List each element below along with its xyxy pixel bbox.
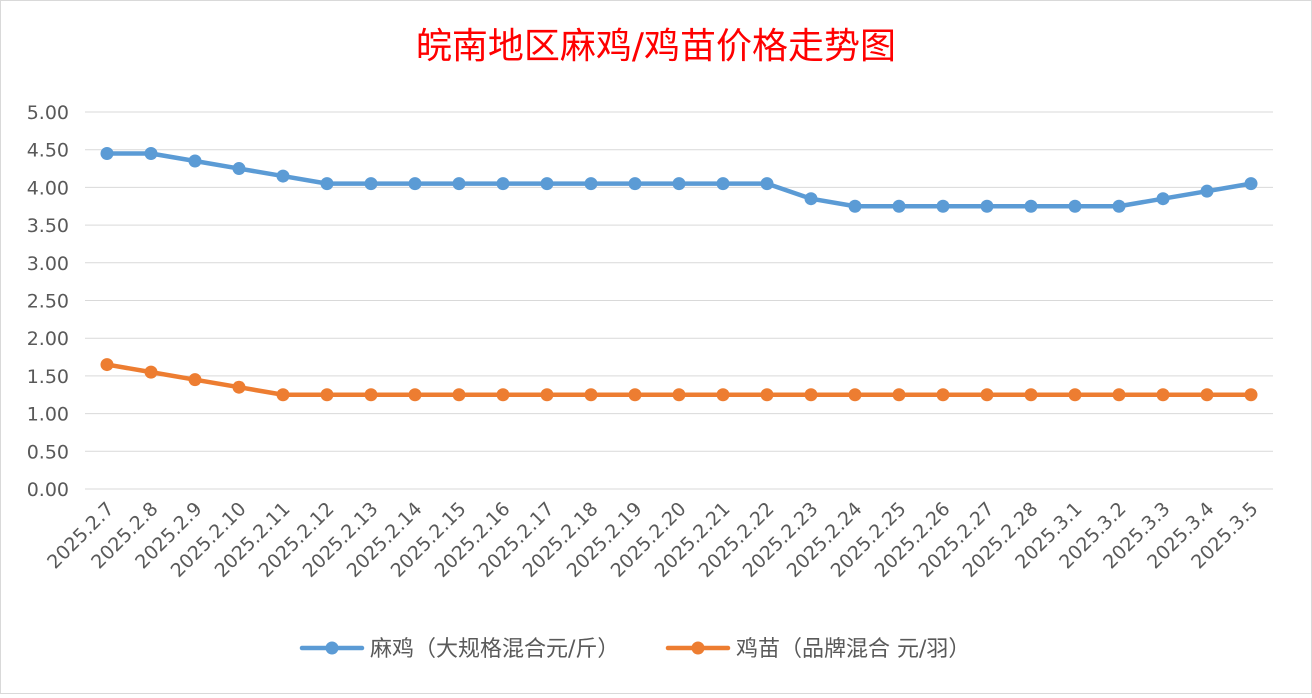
data-point [892,199,906,213]
series-1 [100,146,1258,213]
data-point [1068,388,1082,402]
data-point [364,388,378,402]
data-point [188,154,202,168]
series-2 [100,358,1258,402]
y-tick-label: 3.00 [27,253,69,275]
data-point [804,192,818,206]
data-point [232,380,246,394]
data-point [364,177,378,191]
data-point [320,388,334,402]
legend-marker [325,641,339,655]
chart-title: 皖南地区麻鸡/鸡苗价格走势图 [416,26,896,67]
data-point [452,177,466,191]
data-point [1112,199,1126,213]
data-point [716,388,730,402]
data-point [408,388,422,402]
y-tick-label: 0.50 [27,441,69,463]
data-point [628,388,642,402]
data-point [1244,388,1258,402]
data-point [936,388,950,402]
data-point [628,177,642,191]
y-tick-label: 1.50 [27,366,69,388]
data-point [144,146,158,160]
data-point [1024,199,1038,213]
data-point [980,388,994,402]
data-point [100,146,114,160]
data-point [848,388,862,402]
data-point [1244,177,1258,191]
legend-item-1: 麻鸡（大规格混合元/斤） [299,637,619,662]
data-point [540,388,554,402]
y-tick-label: 2.50 [27,291,69,313]
data-point [276,388,290,402]
data-point [584,388,598,402]
data-point [496,177,510,191]
legend-label: 麻鸡（大规格混合元/斤） [370,637,619,662]
data-point [540,177,554,191]
data-point [1068,199,1082,213]
data-point [760,388,774,402]
data-point [1156,192,1170,206]
data-point [276,169,290,183]
data-point [408,177,422,191]
data-point [144,365,158,379]
data-point [1200,184,1214,198]
data-point [584,177,598,191]
y-tick-label: 4.50 [27,140,69,162]
data-point [1200,388,1214,402]
y-tick-label: 5.00 [27,102,69,124]
data-point [936,199,950,213]
data-point [188,373,202,387]
data-point [232,162,246,176]
data-point [848,199,862,213]
y-axis-ticks: 0.00 0.50 1.00 1.50 2.00 2.50 3.00 3.50 4.00 4.50… [27,102,69,501]
data-point [496,388,510,402]
data-point [672,388,686,402]
y-tick-label: 3.50 [27,215,69,237]
data-point [980,199,994,213]
data-point [672,177,686,191]
data-point [320,177,334,191]
legend-item-2: 鸡苗（品牌混合 元/羽） [665,637,970,662]
data-point [892,388,906,402]
data-point [100,358,114,372]
data-point [716,177,730,191]
data-point [1112,388,1126,402]
y-tick-label: 4.00 [27,177,69,199]
series-layer [100,146,1258,402]
data-point [760,177,774,191]
data-point [804,388,818,402]
y-tick-label: 0.00 [27,479,69,501]
legend: 麻鸡（大规格混合元/斤） 鸡苗（品牌混合 元/羽） [299,637,970,662]
y-tick-label: 2.00 [27,328,69,350]
data-point [1024,388,1038,402]
data-point [1156,388,1170,402]
y-tick-label: 1.00 [27,404,69,426]
legend-marker [691,641,705,655]
data-point [452,388,466,402]
legend-label: 鸡苗（品牌混合 元/羽） [736,637,970,662]
